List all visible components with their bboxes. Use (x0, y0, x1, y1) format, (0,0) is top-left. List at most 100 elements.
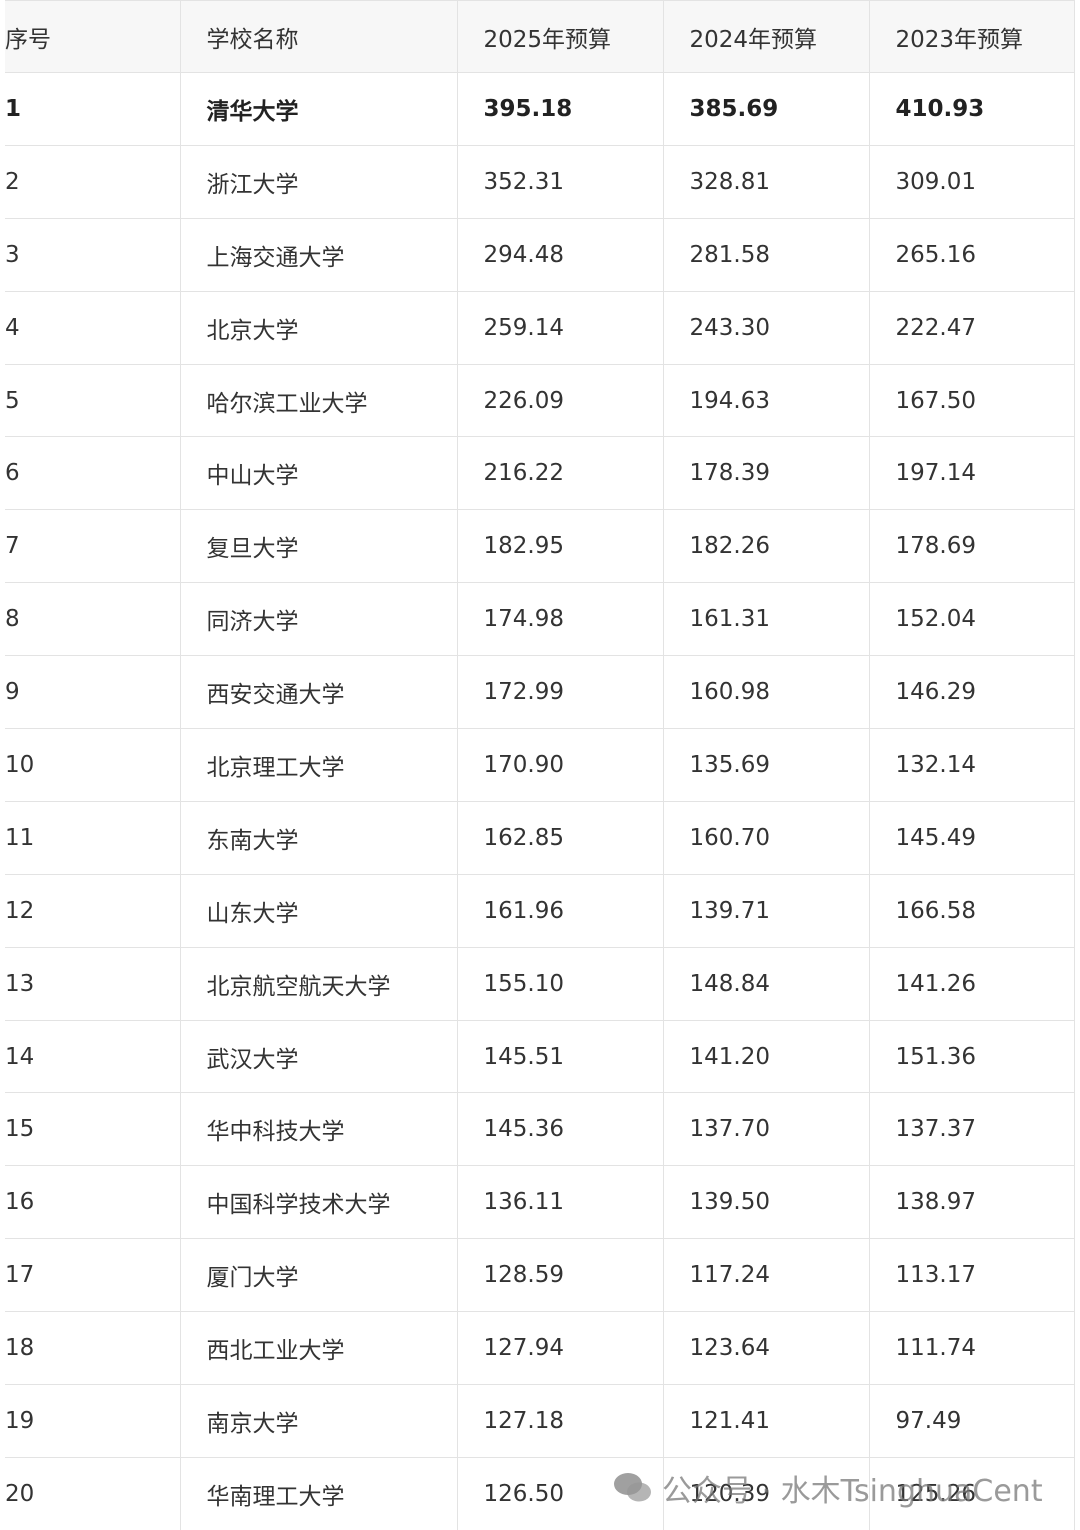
table-cell: 141.26 (868, 946, 1075, 1021)
table-cell: 西安交通大学 (179, 655, 458, 730)
table-cell: 上海交通大学 (179, 217, 458, 292)
table-cell: 166.58 (868, 873, 1075, 948)
table-row: 8 同济大学 174.98 161.31 152.04 (5, 582, 1075, 657)
watermark-text: 公众号 · 水木TsinghuaCent (662, 1474, 1043, 1509)
table-row: 19 南京大学 127.18 121.41 97.49 (5, 1384, 1075, 1458)
table-cell: 8 (5, 582, 181, 657)
table-row: 17 厦门大学 128.59 117.24 113.17 (5, 1238, 1075, 1313)
table-cell: 197.14 (868, 436, 1075, 511)
table-cell: 武汉大学 (179, 1019, 458, 1094)
table-row: 1 清华大学 395.18 385.69 410.93 (5, 72, 1075, 146)
table-cell: 151.36 (868, 1019, 1075, 1094)
table-cell: 145.49 (868, 800, 1075, 875)
table-cell: 141.20 (662, 1019, 870, 1094)
table-cell: 中山大学 (179, 436, 458, 511)
table-cell: 18 (5, 1311, 181, 1386)
header-cell: 2023年预算 (868, 0, 1075, 73)
table-cell: 145.51 (456, 1019, 664, 1094)
table-cell: 15 (5, 1092, 181, 1167)
table-cell: 9 (5, 655, 181, 730)
table-cell: 5 (5, 363, 181, 438)
table-cell: 128.59 (456, 1238, 664, 1313)
table-cell: 113.17 (868, 1238, 1075, 1313)
table-row: 13 北京航空航天大学 155.10 148.84 141.26 (5, 946, 1075, 1021)
table-cell: 西北工业大学 (179, 1311, 458, 1386)
table-cell: 145.36 (456, 1092, 664, 1167)
table-row: 5 哈尔滨工业大学 226.09 194.63 167.50 (5, 363, 1075, 438)
table-cell: 3 (5, 217, 181, 292)
table-cell: 328.81 (662, 144, 870, 219)
table-cell: 167.50 (868, 363, 1075, 438)
table-row: 10 北京理工大学 170.90 135.69 132.14 (5, 728, 1075, 802)
table-cell: 127.18 (456, 1384, 664, 1458)
table-cell: 东南大学 (179, 800, 458, 875)
table-cell: 138.97 (868, 1165, 1075, 1240)
table-cell: 1 (5, 72, 181, 146)
table-cell: 136.11 (456, 1165, 664, 1240)
table-cell: 123.64 (662, 1311, 870, 1386)
table-cell: 385.69 (662, 72, 870, 146)
table-cell: 浙江大学 (179, 144, 458, 219)
table-cell: 10 (5, 728, 181, 802)
table-cell: 352.31 (456, 144, 664, 219)
table-cell: 北京大学 (179, 290, 458, 365)
table-row: 16 中国科学技术大学 136.11 139.50 138.97 (5, 1165, 1075, 1240)
table-cell: 清华大学 (179, 72, 458, 146)
table-row: 12 山东大学 161.96 139.71 166.58 (5, 873, 1075, 948)
table-cell: 226.09 (456, 363, 664, 438)
table-cell: 161.31 (662, 582, 870, 657)
table-cell: 243.30 (662, 290, 870, 365)
table-cell: 182.26 (662, 509, 870, 584)
table-cell: 复旦大学 (179, 509, 458, 584)
table-cell: 同济大学 (179, 582, 458, 657)
header-cell: 学校名称 (179, 0, 458, 73)
table-cell: 4 (5, 290, 181, 365)
table-cell: 17 (5, 1238, 181, 1313)
table-cell: 281.58 (662, 217, 870, 292)
table-row: 14 武汉大学 145.51 141.20 151.36 (5, 1019, 1075, 1094)
table-cell: 117.24 (662, 1238, 870, 1313)
table-row: 9 西安交通大学 172.99 160.98 146.29 (5, 655, 1075, 730)
watermark: 公众号 · 水木TsinghuaCent (612, 1466, 1043, 1510)
table-row: 18 西北工业大学 127.94 123.64 111.74 (5, 1311, 1075, 1386)
table-cell: 132.14 (868, 728, 1075, 802)
budget-table: 序号 学校名称 2025年预算 2024年预算 2023年预算 1 清华大学 395.18 3… (5, 0, 1075, 1530)
table-cell: 309.01 (868, 144, 1075, 219)
table-cell: 120.39 (662, 1456, 870, 1530)
table-cell: 194.63 (662, 363, 870, 438)
table-row: 3 上海交通大学 294.48 281.58 265.16 (5, 217, 1075, 292)
table-cell: 160.98 (662, 655, 870, 730)
table-cell: 395.18 (456, 72, 664, 146)
table-cell: 19 (5, 1384, 181, 1458)
table-cell: 160.70 (662, 800, 870, 875)
table-cell: 111.74 (868, 1311, 1075, 1386)
table-cell: 182.95 (456, 509, 664, 584)
table-cell: 哈尔滨工业大学 (179, 363, 458, 438)
table-cell: 7 (5, 509, 181, 584)
table-cell: 13 (5, 946, 181, 1021)
table-cell: 155.10 (456, 946, 664, 1021)
table-cell: 170.90 (456, 728, 664, 802)
table-cell: 137.70 (662, 1092, 870, 1167)
header-cell: 序号 (5, 0, 181, 73)
table-cell: 山东大学 (179, 873, 458, 948)
table-cell: 中国科学技术大学 (179, 1165, 458, 1240)
table-cell: 20 (5, 1456, 181, 1530)
table-cell: 178.39 (662, 436, 870, 511)
table-cell: 97.49 (868, 1384, 1075, 1458)
table-cell: 127.94 (456, 1311, 664, 1386)
table-cell: 6 (5, 436, 181, 511)
table-cell: 121.41 (662, 1384, 870, 1458)
table-cell: 华南理工大学 (179, 1456, 458, 1530)
table-cell: 222.47 (868, 290, 1075, 365)
table-cell: 162.85 (456, 800, 664, 875)
table-cell: 11 (5, 800, 181, 875)
table-cell: 北京理工大学 (179, 728, 458, 802)
table-cell: 178.69 (868, 509, 1075, 584)
table-cell: 216.22 (456, 436, 664, 511)
table-cell: 华中科技大学 (179, 1092, 458, 1167)
table-cell: 410.93 (868, 72, 1075, 146)
table-cell: 厦门大学 (179, 1238, 458, 1313)
table-row: 4 北京大学 259.14 243.30 222.47 (5, 290, 1075, 365)
